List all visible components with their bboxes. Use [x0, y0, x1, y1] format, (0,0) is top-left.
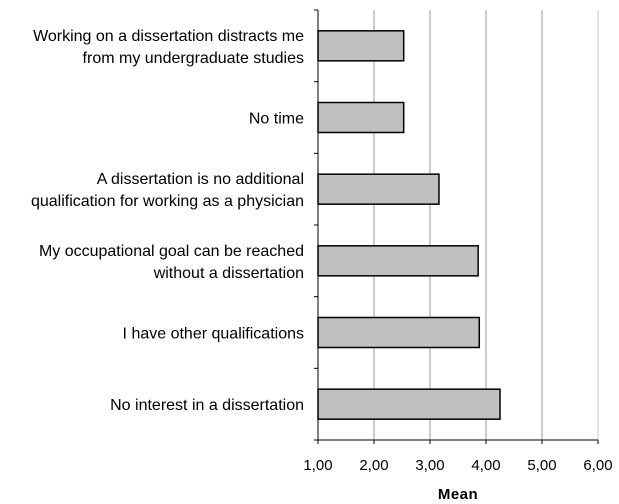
category-label-0-line-0: Working on a dissertation distracts me	[33, 28, 304, 45]
axes	[314, 9, 599, 444]
category-label-1: No time	[249, 111, 304, 128]
category-label-3-line-1: without a dissertation	[153, 265, 304, 282]
bar-4	[317, 316, 481, 349]
category-labels: Working on a dissertation distracts me fr…	[31, 28, 304, 414]
category-label-2: A dissertation is no additional qualifica…	[31, 171, 304, 210]
bar-0	[317, 30, 405, 62]
category-label-4: I have other qualifications	[123, 326, 304, 343]
bar-2	[317, 173, 440, 205]
bar-1	[317, 101, 405, 134]
x-tick-label-1: 2,00	[359, 457, 388, 474]
grid-lines	[373, 10, 599, 440]
category-label-5: No interest in a dissertation	[110, 397, 304, 414]
category-label-0: Working on a dissertation distracts me fr…	[33, 28, 304, 67]
category-label-3: My occupational goal can be reached witho…	[39, 243, 304, 282]
x-tick-label-4: 5,00	[527, 457, 556, 474]
x-axis-title: Mean	[438, 486, 478, 503]
category-label-2-line-0: A dissertation is no additional	[97, 171, 304, 188]
category-label-3-line-0: My occupational goal can be reached	[39, 243, 304, 260]
category-label-0-line-1: from my undergraduate studies	[83, 50, 304, 67]
category-label-1-line-0: No time	[249, 111, 304, 128]
x-tick-label-3: 4,00	[471, 457, 500, 474]
x-tick-labels: 1,00 2,00 3,00 4,00 5,00 6,00	[303, 457, 612, 474]
bar-3	[317, 245, 479, 277]
bars	[317, 30, 501, 420]
bar-5	[317, 388, 501, 420]
category-label-2-line-1: qualification for working as a physician	[31, 193, 304, 210]
category-label-4-line-0: I have other qualifications	[123, 326, 304, 343]
x-tick-label-5: 6,00	[583, 457, 612, 474]
x-tick-label-2: 3,00	[415, 457, 444, 474]
x-tick-label-0: 1,00	[303, 457, 332, 474]
category-label-5-line-0: No interest in a dissertation	[110, 397, 304, 414]
